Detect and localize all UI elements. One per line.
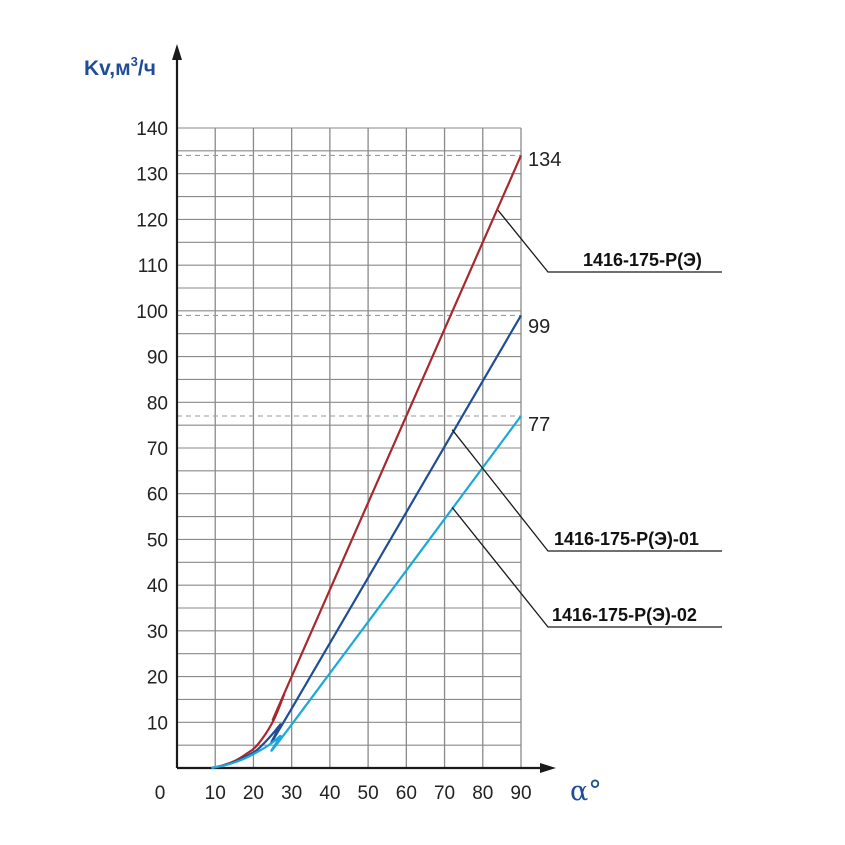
series-line-3 [211, 415, 522, 770]
y-axis-arrow [172, 44, 182, 60]
axes [172, 44, 556, 773]
y-tick-label: 40 [147, 576, 168, 597]
y-axis-title-main: Kv,м [84, 57, 131, 80]
series-lines [211, 154, 523, 770]
y-axis-title-sup: 3 [131, 54, 138, 69]
x-axis-title: α° [570, 776, 602, 807]
x-tick-label: 70 [434, 783, 455, 804]
origin-label: 0 [155, 783, 166, 804]
y-axis-title: Kv,м3/ч [84, 54, 156, 80]
end-value-label: 77 [528, 414, 550, 436]
y-tick-label: 30 [147, 622, 168, 643]
x-tick-label: 40 [319, 783, 340, 804]
y-tick-label: 90 [147, 348, 168, 369]
x-tick-label: 30 [281, 783, 302, 804]
grid [177, 127, 522, 768]
callout-leader [451, 429, 722, 552]
callout-leader [497, 209, 722, 273]
y-tick-label: 130 [136, 165, 168, 186]
x-tick-label: 60 [396, 783, 417, 804]
end-value-label: 134 [528, 149, 561, 171]
y-tick-label: 80 [147, 393, 168, 414]
x-tick-label: 20 [243, 783, 264, 804]
tick-labels: 10 20 30 40 50 60 70 80 90 100 110 120 130 140 10 20 30 4… [136, 119, 531, 804]
x-tick-label: 80 [472, 783, 493, 804]
y-tick-label: 100 [136, 302, 168, 323]
y-tick-label: 50 [147, 530, 168, 551]
reference-lines [177, 154, 521, 417]
y-tick-label: 140 [136, 119, 168, 140]
y-axis-title-tail: /ч [138, 57, 156, 80]
x-tick-label: 50 [358, 783, 379, 804]
y-tick-label: 20 [147, 668, 168, 689]
x-tick-label: 10 [205, 783, 226, 804]
y-tick-label: 110 [138, 256, 168, 277]
series-name-label: 1416-175-Р(Э) [583, 250, 702, 270]
callout-leader [451, 507, 722, 628]
series-name-label: 1416-175-Р(Э)-01 [554, 529, 699, 549]
y-tick-label: 120 [136, 210, 168, 231]
series-name-label: 1416-175-Р(Э)-02 [552, 605, 697, 625]
y-tick-label: 70 [147, 439, 168, 460]
y-tick-label: 10 [147, 713, 168, 734]
series-callouts: 134 1416-175-Р(Э) 99 1416-175-Р(Э)-01 77 1416… [451, 149, 722, 628]
y-tick-label: 60 [147, 485, 168, 506]
x-axis-arrow [540, 763, 556, 773]
series-line-2 [211, 314, 522, 770]
x-tick-label: 90 [510, 783, 531, 804]
end-value-label: 99 [528, 316, 550, 338]
